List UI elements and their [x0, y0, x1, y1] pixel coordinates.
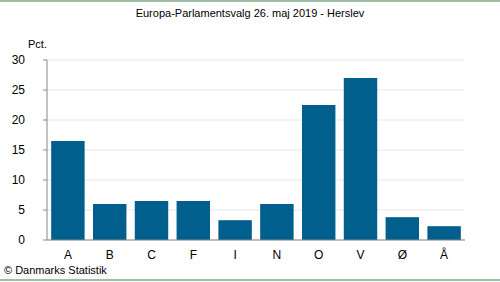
bar — [302, 105, 335, 240]
category-label: Å — [440, 247, 448, 262]
category-label: O — [314, 248, 323, 262]
bar — [218, 220, 251, 240]
tick-label: 15 — [12, 143, 26, 157]
category-label: V — [356, 248, 364, 262]
bar — [93, 204, 126, 240]
tick-label: 20 — [12, 113, 26, 127]
tick-label: 0 — [18, 233, 25, 247]
grid-line — [47, 180, 465, 181]
grid-line — [47, 150, 465, 151]
y-label: Pct. — [28, 38, 47, 50]
category-label: Ø — [398, 248, 407, 262]
frame-line — [0, 1, 500, 2]
y-axis — [47, 60, 48, 240]
grid-line — [47, 120, 465, 121]
tick-mark — [43, 90, 47, 91]
tick-label: 5 — [18, 203, 25, 217]
bars — [51, 78, 461, 240]
frame-line — [0, 280, 500, 281]
bar — [177, 201, 210, 240]
tick-label: 25 — [12, 83, 26, 97]
grid-line — [47, 60, 465, 61]
bar — [260, 204, 293, 240]
tick-mark — [43, 120, 47, 121]
category-label: B — [106, 248, 114, 262]
tick-label: 10 — [12, 173, 26, 187]
tick-mark — [43, 60, 47, 61]
grid-line — [47, 240, 465, 241]
x-axis — [47, 240, 465, 241]
category-label: N — [273, 248, 282, 262]
category-label: I — [233, 248, 236, 262]
tick-mark — [43, 210, 47, 211]
category-label: C — [147, 248, 156, 262]
bar — [427, 226, 460, 240]
category-label: F — [190, 248, 197, 262]
grid-line — [47, 90, 465, 91]
category-label: A — [64, 248, 72, 262]
chart: Europa-Parlamentsvalg 26. maj 2019 - Her… — [0, 0, 500, 282]
title: Europa-Parlamentsvalg 26. maj 2019 - Her… — [136, 7, 365, 19]
tick-mark — [43, 180, 47, 181]
bar — [386, 217, 419, 240]
bar — [344, 78, 377, 240]
tick-label: 30 — [12, 53, 26, 67]
bar — [135, 201, 168, 240]
tick-mark — [43, 240, 47, 241]
bar — [51, 141, 84, 240]
source: © Danmarks Statistik — [4, 264, 107, 276]
tick-mark — [43, 150, 47, 151]
